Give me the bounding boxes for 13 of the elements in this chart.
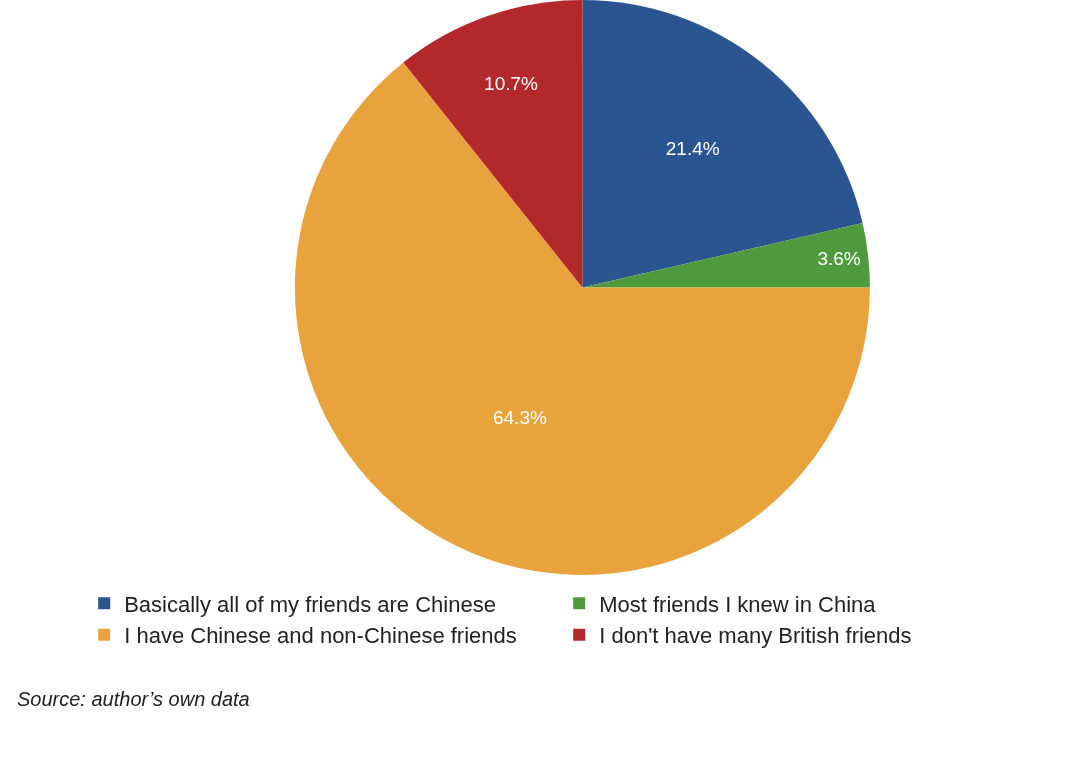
pie-slice	[582, 223, 870, 288]
source-note: Source: author’s own data	[17, 688, 250, 710]
data-label: 10.7%	[484, 72, 539, 94]
legend-label: Most friends I knew in China	[599, 591, 877, 617]
legend-label: I have Chinese and non-Chinese friends	[124, 623, 517, 649]
pie-slice	[294, 62, 870, 575]
data-label: 64.3%	[492, 406, 547, 428]
legend-label: Basically all of my friends are Chinese	[124, 591, 496, 617]
pie-slice	[403, 0, 583, 288]
data-label: 21.4%	[665, 138, 720, 160]
data-label: 3.6%	[817, 247, 861, 269]
pie-slice	[582, 0, 863, 288]
legend-label: I don't have many British friends	[599, 623, 912, 649]
